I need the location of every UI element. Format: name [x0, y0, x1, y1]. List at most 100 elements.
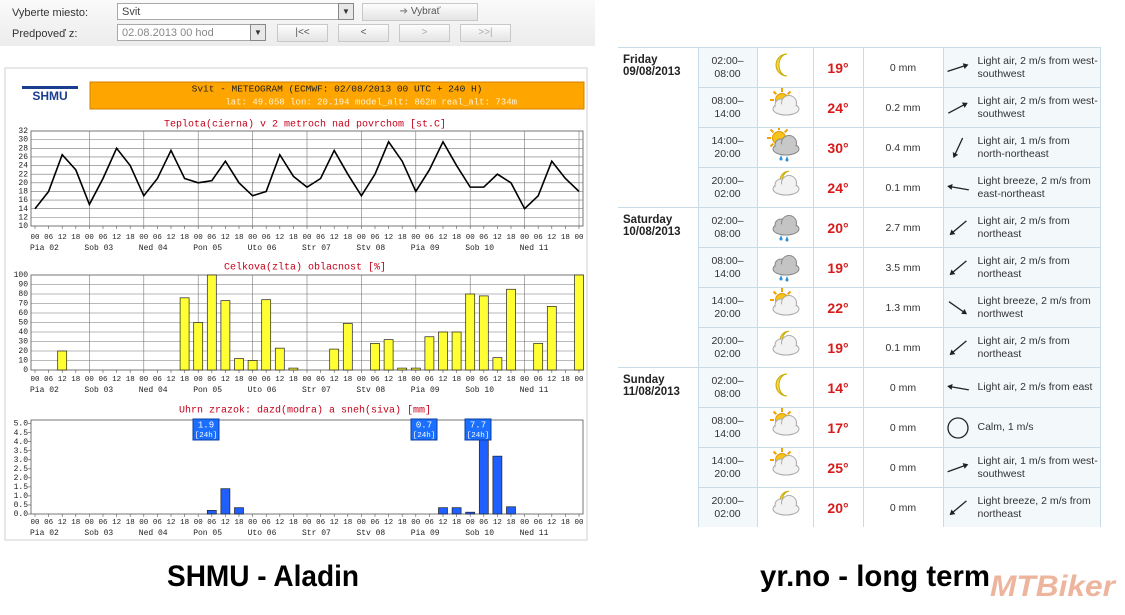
x-tick-label: 06: [479, 234, 489, 242]
time-range: 14:00–20:00: [711, 454, 744, 480]
time-cell: 08:00–14:00: [698, 247, 758, 288]
x-tick-label: 00: [194, 519, 204, 527]
x-tick-label: 12: [275, 519, 284, 527]
time-cell: 20:00–02:00: [698, 327, 758, 368]
meteogram-subtitle: lat: 49.058 lon: 20.194 model_alt: 862m …: [225, 97, 517, 107]
temperature: 30°: [813, 127, 864, 168]
wind-arrow: [946, 183, 969, 191]
x-tick-label: 06: [370, 519, 380, 527]
x-tick-label: 18: [561, 376, 570, 384]
x-tick-label: 00: [85, 376, 95, 384]
x-tick-label: 00: [357, 519, 367, 527]
x-tick-label: 12: [221, 376, 230, 384]
nav-first[interactable]: |<<: [277, 24, 328, 42]
select-arrow[interactable]: ▼: [250, 24, 266, 41]
day-label: Str 07: [302, 244, 331, 253]
watermark: MTBiker: [990, 570, 1117, 603]
day-label: Sob 03: [84, 529, 113, 538]
wind-text: Light air, 2 m/s from northeast: [977, 214, 1070, 240]
day-label: Ned 04: [139, 244, 168, 253]
nav-prev[interactable]: <: [338, 24, 389, 42]
x-tick-label: 00: [194, 376, 204, 384]
bar: [370, 343, 380, 371]
time-cell: 02:00–08:00: [698, 47, 758, 88]
temperature: 19°: [813, 47, 864, 88]
x-tick-label: 12: [58, 376, 67, 384]
x-tick-label: 18: [452, 519, 461, 527]
day-label: Pon 05: [193, 244, 222, 253]
precipitation: 3.5 mm: [863, 247, 944, 288]
x-tick-label: 12: [166, 376, 175, 384]
temperature: 22°: [813, 287, 864, 328]
wind-text: Light air, 1 m/s from west-southwest: [977, 454, 1098, 480]
day-label: Uto 06: [248, 386, 277, 395]
wind-arrow: [946, 62, 968, 72]
x-tick-label: 18: [452, 234, 461, 242]
icon-cell: [757, 487, 814, 527]
forecast-table: Friday 09/08/2013 02:00–08:00 19° 0 mm Light …: [618, 47, 1101, 527]
x-tick-label: 18: [343, 519, 352, 527]
x-tick-label: 00: [574, 519, 584, 527]
temperature: 17°: [813, 407, 864, 448]
day-name: Sunday: [623, 374, 665, 386]
x-tick-label: 12: [493, 234, 502, 242]
precipitation: 0.1 mm: [863, 327, 944, 368]
time-range: 02:00–08:00: [711, 214, 744, 240]
moon: [775, 53, 788, 77]
bar: [288, 367, 299, 371]
y-tick-label: 30: [18, 136, 28, 145]
x-tick-label: 12: [112, 519, 121, 527]
place-label: Vyberte miesto:: [12, 7, 89, 19]
wind-text: Light air, 2 m/s from west-southwest: [977, 54, 1098, 80]
day-label: Sob 10: [465, 244, 494, 253]
y-tick-label: 90: [18, 281, 28, 290]
wind-text: Light air, 2 m/s from east: [977, 381, 1093, 393]
x-tick-label: 12: [330, 376, 339, 384]
x-tick-label: 06: [425, 519, 435, 527]
day-cell: Sunday 11/08/2013: [618, 367, 699, 527]
time-cell: 08:00–14:00: [698, 87, 758, 128]
wind: Light breeze, 2 m/s from east-northeast: [944, 175, 1100, 201]
nav-next[interactable]: >: [399, 24, 450, 42]
icon-cell: [757, 447, 814, 488]
wind-cell: Light air, 2 m/s from west-southwest: [943, 47, 1101, 88]
y-tick-label: 20: [18, 347, 28, 356]
x-tick-label: 06: [153, 519, 163, 527]
y-tick-label: 1.0: [14, 492, 29, 501]
y-tick-label: 0: [23, 366, 28, 375]
x-tick-label: 18: [506, 234, 515, 242]
x-tick-label: 00: [248, 376, 258, 384]
weather-icon: [770, 88, 800, 116]
select-button[interactable]: ➔ Vybrať: [362, 3, 478, 21]
date-select[interactable]: 02.08.2013 00 hod: [117, 24, 266, 41]
nav-last[interactable]: >>|: [460, 24, 511, 42]
place-select[interactable]: Svit: [117, 3, 354, 20]
time-cell: 02:00–08:00: [698, 367, 758, 408]
day-label: Uto 06: [248, 529, 277, 538]
x-tick-label: 00: [194, 234, 204, 242]
icon-cell: [757, 367, 814, 408]
x-tick-label: 00: [248, 519, 258, 527]
bar: [506, 506, 516, 515]
x-tick-label: 06: [370, 234, 380, 242]
calm-icon: [946, 416, 969, 439]
x-tick-label: 18: [126, 234, 135, 242]
bar: [451, 507, 462, 515]
x-tick-label: 06: [207, 234, 217, 242]
bar: [424, 336, 435, 371]
forecast-row: Friday 09/08/2013 02:00–08:00 19° 0 mm Light …: [618, 47, 1101, 208]
wind: Light air, 2 m/s from northeast: [944, 215, 1100, 241]
x-tick-label: 18: [398, 376, 407, 384]
day-cell: Saturday 10/08/2013: [618, 207, 699, 368]
select-arrow[interactable]: ▼: [338, 3, 354, 20]
bar: [206, 274, 217, 371]
wind: Light air, 2 m/s from east: [944, 375, 1100, 401]
x-tick-label: 00: [411, 519, 421, 527]
x-tick-label: 00: [357, 376, 367, 384]
y-tick-label: 18: [18, 188, 28, 197]
wind: Light air, 2 m/s from west-southwest: [944, 95, 1100, 121]
x-tick-label: 06: [98, 519, 108, 527]
x-tick-label: 18: [289, 376, 298, 384]
chart-title: Teplota(cierna) v 2 metroch nad povrchom…: [164, 119, 446, 131]
cloud: [772, 455, 800, 476]
